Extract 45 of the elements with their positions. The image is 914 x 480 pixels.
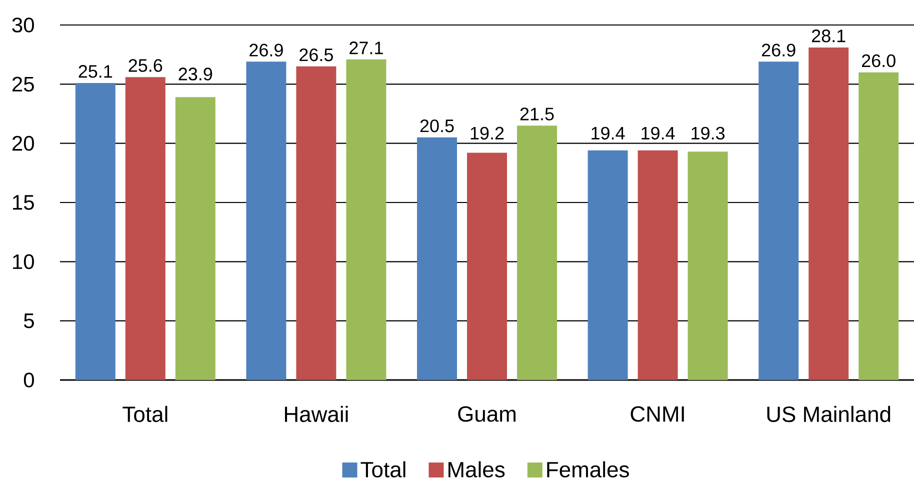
y-tick-label: 15 [13,195,34,210]
bar [858,72,899,380]
data-label: 26.9 [762,44,796,56]
data-label: 26.0 [862,54,896,68]
data-label: 19.3 [692,126,725,140]
bar [246,62,286,380]
bar [296,66,336,380]
x-tick-label: US Mainland [767,406,890,422]
bar [688,152,728,380]
bar [517,126,557,380]
bar [417,137,457,380]
y-tick-label: 0 [24,372,34,388]
y-tick-label: 30 [12,18,34,32]
bar [467,152,507,380]
legend-label: Females [547,461,629,478]
bar [588,150,628,380]
data-label: 19.2 [470,126,504,140]
x-tick-label: Hawaii [284,406,348,422]
data-label: 28.1 [812,30,846,42]
y-tick-label: 5 [24,314,34,328]
x-tick-label: Guam [458,406,516,422]
legend-label: Males [448,461,505,478]
x-tick-label: Total [122,406,168,422]
bar [75,82,116,380]
data-label: 21.5 [520,108,554,120]
bar [638,150,678,380]
y-tick-label: 20 [12,136,34,151]
data-label: 23.9 [178,68,212,80]
bar [346,59,386,380]
bar [758,62,799,380]
bar [808,47,849,380]
y-tick-label: 25 [12,76,34,92]
data-label: 25.1 [78,65,112,78]
data-label: 26.5 [300,48,333,62]
bar [125,77,166,380]
y-tick-label: 10 [13,254,34,270]
data-label: 19.4 [642,126,675,140]
x-tick-label: CNMI [630,406,684,422]
legend-label: Total [360,461,406,478]
data-label: 19.4 [592,126,625,140]
data-label: 25.6 [128,59,162,72]
data-label: 27.1 [350,42,383,54]
data-label: 26.9 [250,44,283,56]
data-label: 20.5 [420,119,454,132]
bar [175,97,216,380]
